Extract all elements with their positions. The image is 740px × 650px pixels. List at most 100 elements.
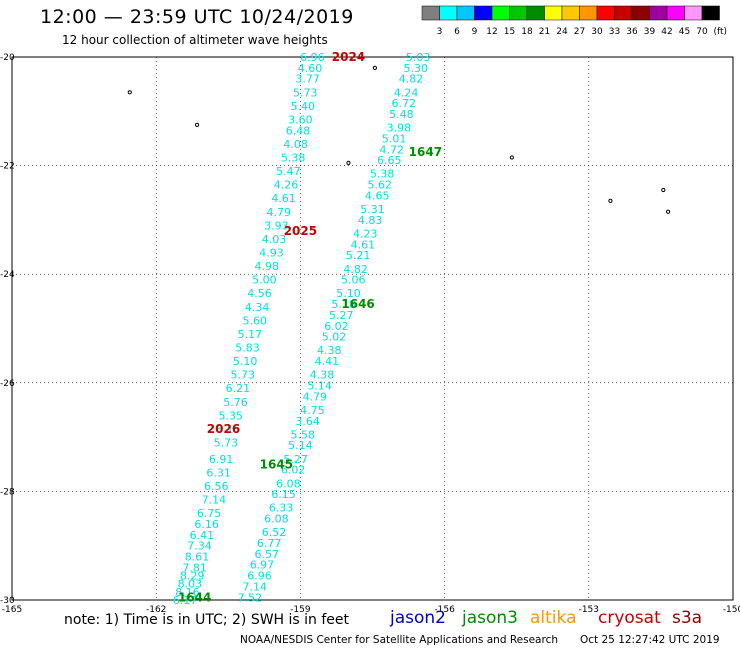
y-tick-label: -24 xyxy=(0,270,15,280)
swh-value-label: 5.27 xyxy=(329,309,354,322)
swh-value-label: 4.41 xyxy=(315,355,340,368)
swh-value-label: 4.61 xyxy=(351,238,376,251)
swh-value-label: 5.00 xyxy=(252,274,277,287)
swh-value-label: 6.08 xyxy=(264,513,289,526)
swh-value-label: 6.15 xyxy=(216,423,241,436)
chart-subtitle: 12 hour collection of altimeter wave hei… xyxy=(62,33,328,47)
swh-value-label: 4.93 xyxy=(259,246,284,259)
swh-value-label: 5.21 xyxy=(346,249,371,262)
swh-value-label: 5.83 xyxy=(235,342,260,355)
swh-value-label: 4.23 xyxy=(353,227,378,240)
swh-value-label: 7.14 xyxy=(242,580,267,593)
swh-value-label: 6.96 xyxy=(300,51,325,64)
swh-value-label: 4.82 xyxy=(343,263,368,276)
swh-value-label: 4.79 xyxy=(303,390,328,403)
swh-value-label: 6.72 xyxy=(391,97,416,110)
swh-value-label: 3.64 xyxy=(295,415,320,428)
colorbar-tick-label: 15 xyxy=(504,27,515,37)
swh-value-label: 3.60 xyxy=(288,113,313,126)
legend-item-cryosat: cryosat xyxy=(598,608,661,628)
swh-value-label: 5.10 xyxy=(233,355,258,368)
swh-value-label: 5.14 xyxy=(288,439,313,452)
swh-value-label: 7.14 xyxy=(202,494,227,507)
pass-time-label: 2025 xyxy=(284,224,317,238)
generation-timestamp: Oct 25 12:27:42 UTC 2019 xyxy=(580,634,720,646)
swh-value-label: 5.76 xyxy=(223,396,248,409)
x-tick-label: -165 xyxy=(2,605,22,615)
pass-time-label: 1644 xyxy=(178,590,211,604)
footnote: note: 1) Time is in UTC; 2) SWH is in fe… xyxy=(64,612,350,628)
swh-value-label: 4.83 xyxy=(358,214,383,227)
island-outline xyxy=(509,155,514,160)
pass-time-label: 1646 xyxy=(341,297,374,311)
colorbar-tick-label: 24 xyxy=(556,27,568,37)
legend-item-jason3: jason3 xyxy=(462,608,518,628)
swh-value-label: 4.65 xyxy=(365,189,390,202)
swh-value-label: 6.31 xyxy=(206,466,231,479)
swh-value-label: 5.30 xyxy=(404,62,429,75)
swh-value-label: 4.38 xyxy=(310,369,335,382)
swh-value-label: 6.52 xyxy=(262,526,287,539)
y-tick-label: -28 xyxy=(0,487,15,497)
colorbar-swatch xyxy=(701,5,720,21)
swh-value-label: 7.52 xyxy=(238,591,263,604)
swh-value-label: 6.48 xyxy=(286,124,311,137)
island-outline xyxy=(127,90,132,95)
swh-value-label: 5.58 xyxy=(291,428,316,441)
swh-value-label: 4.34 xyxy=(245,301,270,314)
island-outline xyxy=(346,160,351,165)
swh-value-label: 6.02 xyxy=(324,320,349,333)
swh-value-label: 4.08 xyxy=(283,138,308,151)
credit-line: NOAA/NESDIS Center for Satellite Applica… xyxy=(240,634,558,646)
colorbar-tick-label: 3 xyxy=(437,27,443,37)
y-tick-label: -22 xyxy=(0,162,15,172)
swh-value-label: 5.14 xyxy=(307,380,332,393)
track-cryosat: 6.964.603.775.735.403.606.484.085.385.47… xyxy=(173,51,325,607)
swh-value-label: 5.02 xyxy=(322,331,347,344)
swh-value-label: 4.56 xyxy=(247,287,272,300)
swh-value-label: 4.61 xyxy=(271,192,296,205)
swh-value-label: 8.61 xyxy=(185,551,210,564)
swh-value-label: 4.03 xyxy=(262,233,287,246)
swh-value-label: 8.16 xyxy=(175,586,200,599)
colorbar-tick-label: 39 xyxy=(644,27,656,37)
y-tick-label: -20 xyxy=(0,53,15,63)
swh-value-label: 5.17 xyxy=(238,328,263,341)
swh-value-label: 5.01 xyxy=(382,132,407,145)
swh-value-label: 3.98 xyxy=(387,122,412,135)
colorbar-tick-label: 9 xyxy=(472,27,478,37)
colorbar-tick-label: 27 xyxy=(574,27,585,37)
colorbar-tick-label: 21 xyxy=(539,27,550,37)
swh-value-label: 5.73 xyxy=(214,437,239,450)
colorbar-tick-label: 12 xyxy=(486,27,497,37)
swh-value-label: 6.17 xyxy=(173,594,198,607)
swh-value-label: 5.38 xyxy=(281,151,306,164)
swh-value-label: 5.73 xyxy=(293,86,318,99)
swh-value-label: 5.62 xyxy=(367,179,392,192)
swh-value-label: 6.15 xyxy=(271,488,296,501)
colorbar-tick-label: 6 xyxy=(454,27,460,37)
island-outline xyxy=(372,65,378,70)
swh-value-label: 4.26 xyxy=(274,179,299,192)
pass-time-label: 1645 xyxy=(260,457,293,471)
island-outline xyxy=(194,122,200,127)
island-outline xyxy=(661,187,666,193)
colorbar-tick-label: 42 xyxy=(661,27,672,37)
colorbar-tick-label: 45 xyxy=(679,27,690,37)
swh-value-label: 4.72 xyxy=(379,143,404,156)
swh-value-label: 8.29 xyxy=(180,570,205,583)
swh-value-label: 6.91 xyxy=(209,453,234,466)
swh-value-label: 4.60 xyxy=(298,62,323,75)
colorbar-tick-label: 33 xyxy=(609,27,620,37)
x-tick-label: -150 xyxy=(723,605,740,615)
swh-value-label: 6.65 xyxy=(377,154,402,167)
colorbar-tick-label: 18 xyxy=(521,27,533,37)
swh-value-label: 6.56 xyxy=(204,480,229,493)
pass-time-label: 1647 xyxy=(409,145,442,159)
swh-value-label: 5.38 xyxy=(370,168,395,181)
island-outline xyxy=(608,198,613,203)
swh-value-label: 4.24 xyxy=(394,86,419,99)
swh-value-label: 5.73 xyxy=(230,369,255,382)
swh-value-label: 6.97 xyxy=(250,559,275,572)
